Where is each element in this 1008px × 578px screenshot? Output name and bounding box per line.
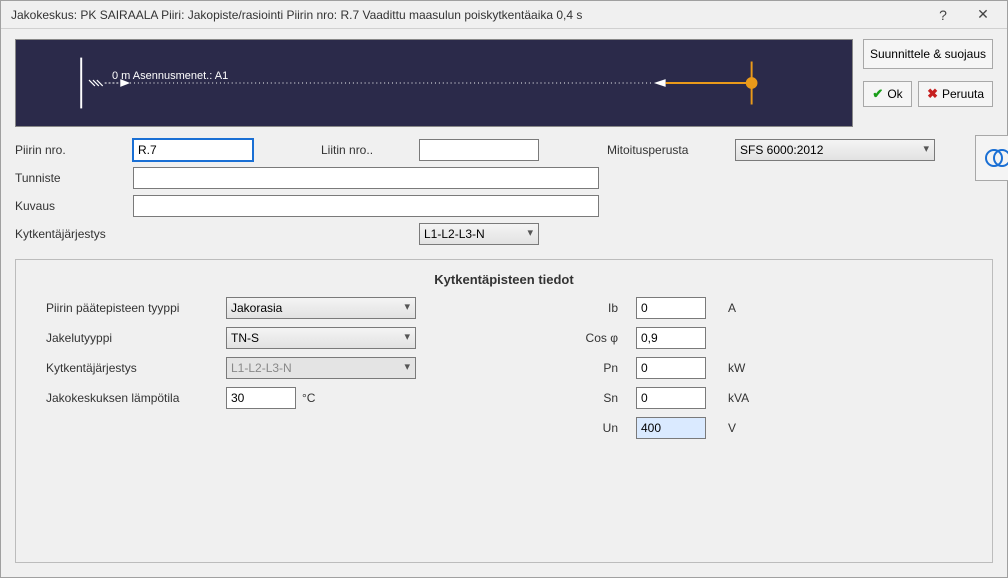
mitoitusperusta-label: Mitoitusperusta	[607, 143, 727, 157]
cancel-label: Peruuta	[942, 87, 984, 101]
panel-kytkentajarjestys-select	[226, 357, 416, 379]
kuvaus-label: Kuvaus	[15, 199, 125, 213]
pn-input[interactable]	[636, 357, 706, 379]
diagram-label: 0 m Asennusmenet.: A1	[112, 70, 228, 82]
tunniste-input[interactable]	[133, 167, 599, 189]
paatepiste-label: Piirin päätepisteen tyyppi	[46, 301, 216, 315]
check-icon: ✔	[872, 86, 883, 102]
transformer-icon	[983, 146, 1008, 170]
transformer-button[interactable]	[975, 135, 1008, 181]
cosphi-label: Cos φ	[456, 331, 626, 345]
un-input	[636, 417, 706, 439]
close-button[interactable]: ✕	[963, 2, 1003, 28]
sn-input[interactable]	[636, 387, 706, 409]
kytkentajarjestys-label: Kytkentäjärjestys	[15, 227, 125, 241]
help-button[interactable]: ?	[923, 2, 963, 28]
ib-unit: A	[726, 301, 786, 315]
circuit-diagram: 0 m Asennusmenet.: A1	[15, 39, 853, 127]
jakelutyyppi-select[interactable]	[226, 327, 416, 349]
liitin-nro-input[interactable]	[419, 139, 539, 161]
lampotila-input[interactable]	[226, 387, 296, 409]
mitoitusperusta-select[interactable]	[735, 139, 935, 161]
panel-kytkentajarjestys-label: Kytkentäjärjestys	[46, 361, 216, 375]
piirin-nro-input[interactable]	[133, 139, 253, 161]
pn-label: Pn	[456, 361, 626, 375]
kuvaus-input[interactable]	[133, 195, 599, 217]
titlebar-text: Jakokeskus: PK SAIRAALA Piiri: Jakopiste…	[11, 8, 923, 22]
un-unit: V	[726, 421, 786, 435]
lampotila-unit: °C	[302, 391, 315, 405]
liitin-nro-label: Liitin nro..	[321, 143, 411, 157]
piirin-nro-label: Piirin nro.	[15, 143, 125, 157]
dialog-window: Jakokeskus: PK SAIRAALA Piiri: Jakopiste…	[0, 0, 1008, 578]
ib-input[interactable]	[636, 297, 706, 319]
ib-label: Ib	[456, 301, 626, 315]
jakelutyyppi-label: Jakelutyyppi	[46, 331, 216, 345]
sn-label: Sn	[456, 391, 626, 405]
ok-button[interactable]: ✔ Ok	[863, 81, 912, 107]
cancel-button[interactable]: ✖ Peruuta	[918, 81, 993, 107]
lampotila-label: Jakokeskuksen lämpötila	[46, 391, 216, 405]
cross-icon: ✖	[927, 86, 938, 102]
ok-label: Ok	[887, 87, 902, 101]
paatepiste-select[interactable]	[226, 297, 416, 319]
sn-unit: kVA	[726, 391, 786, 405]
un-label: Un	[456, 421, 626, 435]
panel-title: Kytkentäpisteen tiedot	[46, 272, 962, 287]
kytkentajarjestys-select[interactable]	[419, 223, 539, 245]
tunniste-label: Tunniste	[15, 171, 125, 185]
connection-point-panel: Kytkentäpisteen tiedot Piirin päätepiste…	[15, 259, 993, 563]
design-protect-button[interactable]: Suunnittele & suojaus	[863, 39, 993, 69]
titlebar: Jakokeskus: PK SAIRAALA Piiri: Jakopiste…	[1, 1, 1007, 29]
cosphi-input[interactable]	[636, 327, 706, 349]
pn-unit: kW	[726, 361, 786, 375]
